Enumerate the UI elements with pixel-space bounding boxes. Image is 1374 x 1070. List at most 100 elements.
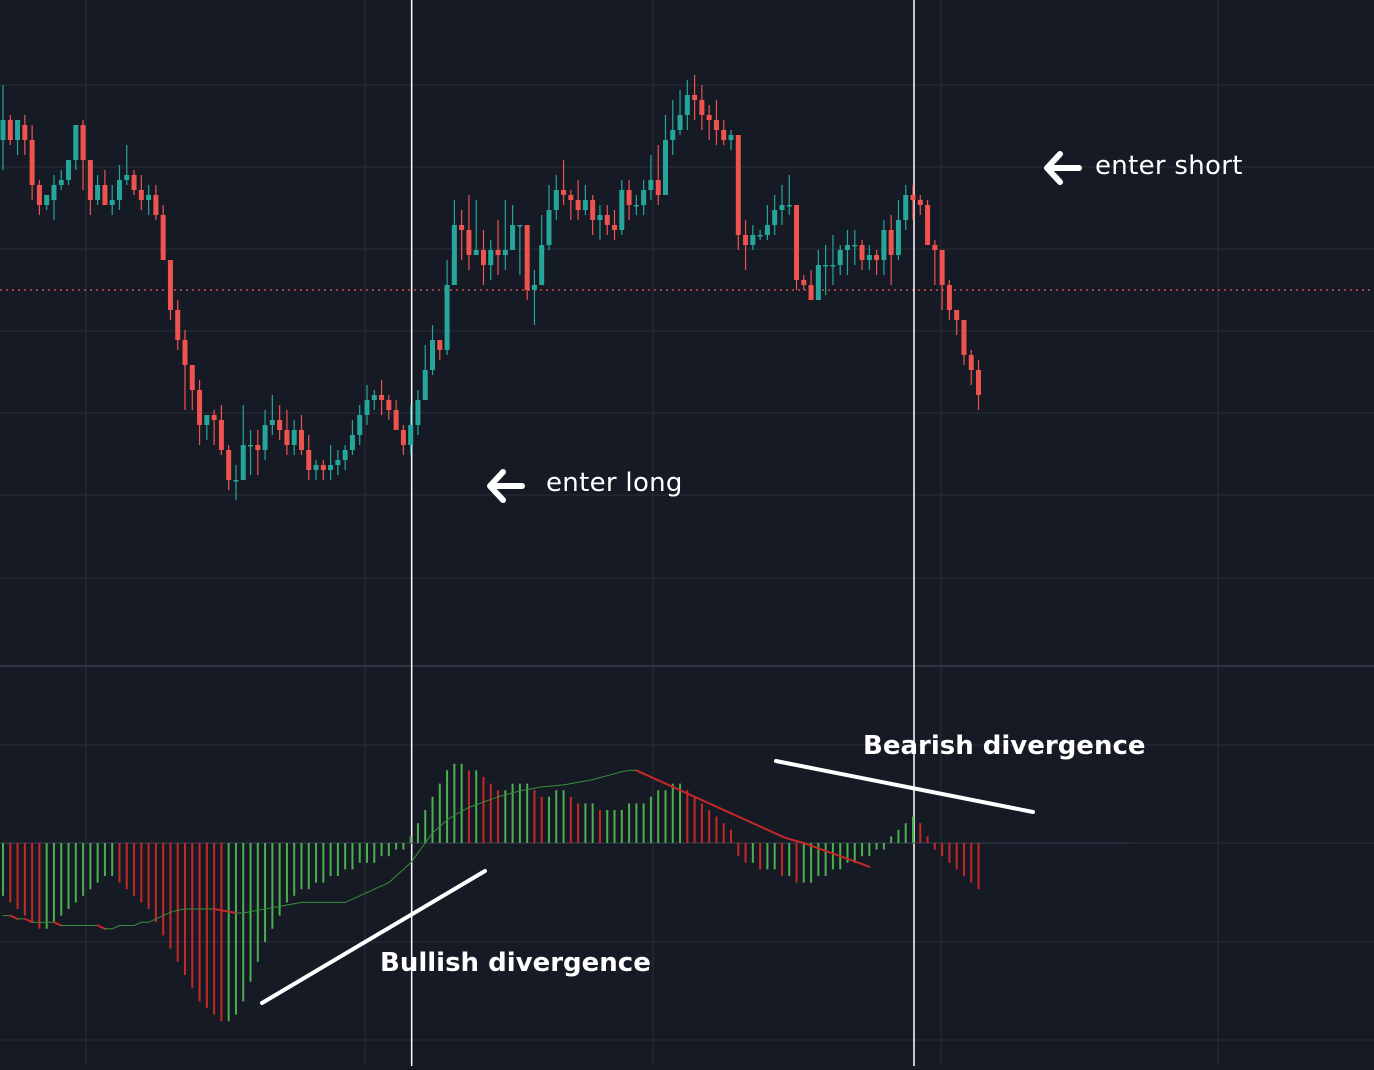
signal-line-segment: [257, 908, 266, 911]
signal-line-segment: [133, 921, 142, 926]
signal-line-segment: [402, 862, 412, 870]
candle-body: [874, 255, 880, 260]
candle-body: [116, 180, 122, 200]
candle-body: [371, 395, 377, 400]
signal-line-segment: [359, 892, 368, 897]
candle-body: [0, 120, 6, 140]
signal-line-segment: [751, 822, 762, 828]
candle-body: [764, 225, 770, 235]
candle-body: [976, 370, 982, 395]
candle-body: [495, 250, 501, 255]
signal-line-segment: [227, 910, 237, 914]
signal-line-segment: [563, 783, 572, 786]
candle-body: [291, 430, 297, 445]
candle-body: [684, 95, 690, 115]
signal-line-segment: [461, 806, 470, 812]
candle-body: [437, 340, 443, 350]
signal-line-segment: [264, 907, 273, 910]
signal-line-segment: [23, 917, 34, 924]
signal-line-segment: [592, 777, 601, 781]
candle-body: [459, 225, 465, 230]
signal-line-segment: [344, 898, 353, 903]
signal-line-segment: [468, 804, 477, 808]
signal-line-segment: [512, 790, 521, 794]
signal-line-segment: [162, 911, 171, 917]
signal-line-segment: [541, 785, 550, 788]
candle-body: [284, 430, 290, 445]
signal-line-segment: [700, 799, 711, 805]
candle-body: [240, 445, 246, 480]
candle-body: [182, 340, 188, 365]
signal-line-segment: [395, 868, 404, 877]
candle-body: [801, 280, 807, 285]
candle-body: [364, 400, 370, 415]
candle-body: [298, 430, 304, 450]
candle-body: [349, 435, 355, 450]
candle-body: [670, 130, 676, 140]
signal-line-segment: [715, 805, 725, 811]
candle-body: [815, 265, 821, 300]
candle-body: [22, 125, 28, 140]
candle-body: [262, 425, 268, 450]
signal-line-segment: [606, 773, 616, 777]
candle-body: [553, 190, 559, 210]
signal-line-segment: [475, 801, 484, 806]
candle-body: [269, 420, 275, 425]
candle-body: [692, 95, 698, 100]
candle-body: [357, 415, 363, 435]
signal-line-segment: [657, 779, 667, 785]
bullish-divergence-label: Bullish divergence: [380, 948, 651, 978]
signal-line-segment: [730, 812, 740, 818]
signal-line-segment: [810, 844, 820, 850]
candle-body: [859, 245, 865, 260]
candle-body: [277, 420, 283, 430]
signal-line-segment: [279, 904, 288, 907]
signal-line-segment: [373, 885, 383, 890]
candle-body: [204, 415, 210, 425]
signal-line-segment: [96, 924, 106, 930]
signal-line-segment: [432, 826, 441, 834]
signal-line-segment: [439, 819, 448, 827]
candle-body: [342, 450, 348, 460]
candle-body: [531, 285, 537, 290]
candle-body: [604, 215, 610, 225]
candle-body: [393, 410, 399, 430]
candle-body: [772, 210, 778, 225]
signal-line-segment: [497, 794, 506, 798]
candle-body: [473, 250, 479, 255]
candle-body: [823, 265, 829, 267]
candle-body: [655, 180, 661, 195]
candle-body: [844, 245, 850, 250]
signal-line-segment: [504, 792, 514, 796]
candle-body: [466, 230, 472, 255]
candle-body: [328, 465, 334, 470]
candle-body: [58, 180, 64, 185]
candle-body: [721, 130, 727, 140]
candle-body: [750, 235, 756, 245]
signal-line-segment: [351, 895, 361, 900]
candle-body: [408, 425, 414, 445]
signal-line-segment: [9, 914, 19, 920]
candle-body: [743, 235, 749, 245]
signal-line-segment: [169, 909, 179, 913]
candle-body: [925, 205, 931, 245]
signal-line-segment: [482, 798, 492, 803]
candle-body: [626, 190, 632, 205]
candle-body: [786, 205, 792, 207]
arrow-left-icon: [487, 469, 525, 503]
signal-line-segment: [250, 909, 259, 913]
candle-body: [430, 340, 436, 370]
candle-body: [895, 220, 901, 255]
signal-line-segment: [635, 769, 645, 775]
candle-body: [138, 190, 144, 200]
candle-body: [546, 210, 552, 245]
arrow-left-icon: [1044, 151, 1082, 185]
candle-body: [677, 115, 683, 130]
candle-body: [524, 225, 530, 290]
signal-line-segment: [424, 832, 434, 844]
candle-body: [480, 250, 486, 265]
candle-body: [248, 445, 254, 447]
candle-body: [488, 250, 494, 265]
candle-body: [66, 160, 72, 180]
candle-body: [335, 460, 341, 465]
